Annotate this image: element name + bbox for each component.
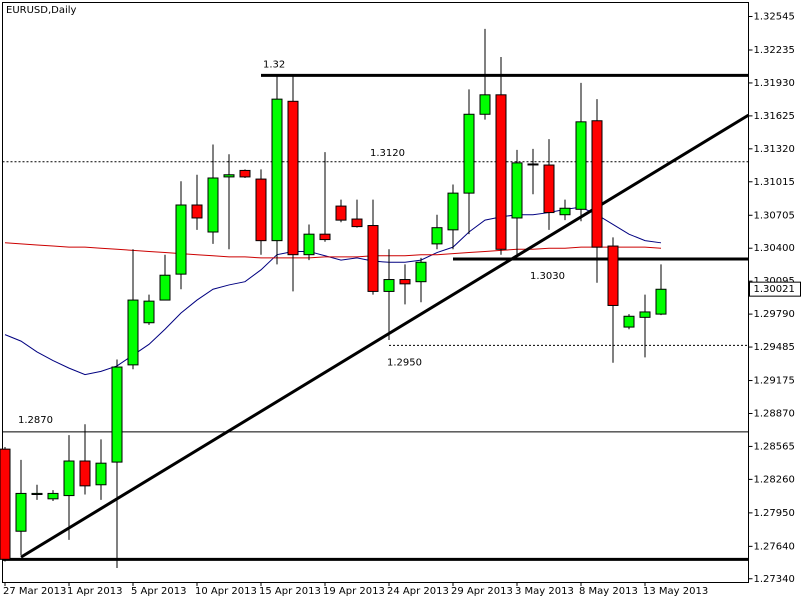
candle-body bbox=[303, 233, 315, 256]
chart-title: EURUSD,Daily bbox=[6, 5, 77, 16]
level-label: 1.2870 bbox=[18, 415, 53, 426]
x-tick-label: 1 Apr 2013 bbox=[67, 586, 122, 597]
last-price-box bbox=[749, 281, 801, 297]
candle-body bbox=[527, 163, 539, 166]
candle-body bbox=[111, 366, 123, 463]
y-tick-label: 1.29790 bbox=[754, 309, 795, 320]
y-tick-label: 1.32545 bbox=[754, 12, 795, 23]
y-tick-label: 1.28565 bbox=[754, 441, 795, 452]
y-tick-label: 1.32235 bbox=[754, 45, 795, 56]
candle-body bbox=[239, 169, 251, 178]
y-tick-label: 1.27340 bbox=[754, 574, 795, 585]
candle-body bbox=[575, 121, 587, 210]
moving-average bbox=[4, 242, 662, 259]
y-tick-label: 1.28260 bbox=[754, 474, 795, 485]
y-tick-label: 1.30400 bbox=[754, 243, 795, 254]
x-tick-label: 5 Apr 2013 bbox=[131, 586, 186, 597]
candle-body bbox=[399, 279, 411, 285]
y-tick-label: 1.27640 bbox=[754, 541, 795, 552]
x-tick-label: 27 Mar 2013 bbox=[3, 586, 66, 597]
candle-body bbox=[31, 492, 43, 496]
candle-body bbox=[495, 94, 507, 250]
candle-body bbox=[0, 448, 11, 560]
y-tick-label: 1.27950 bbox=[754, 508, 795, 519]
candle-body bbox=[319, 233, 331, 241]
level-label: 1.2950 bbox=[387, 357, 422, 368]
y-tick-label: 1.28870 bbox=[754, 408, 795, 419]
candle-body bbox=[159, 274, 171, 301]
candle-body bbox=[447, 192, 459, 231]
x-tick-label: 13 May 2013 bbox=[643, 586, 708, 597]
candle-body bbox=[607, 245, 619, 306]
candle-body bbox=[543, 164, 555, 214]
candle-body bbox=[287, 100, 299, 256]
candle-body bbox=[383, 279, 395, 292]
candle-body bbox=[175, 204, 187, 275]
candle-body bbox=[191, 204, 203, 219]
plot-frame bbox=[2, 2, 749, 583]
x-tick-label: 3 May 2013 bbox=[515, 586, 574, 597]
candle-body bbox=[335, 205, 347, 221]
candle-body bbox=[511, 162, 523, 219]
level-label: 1.3120 bbox=[370, 148, 405, 159]
candle-body bbox=[639, 311, 651, 318]
candle-body bbox=[127, 299, 139, 366]
candle-body bbox=[591, 120, 603, 248]
candle-body bbox=[223, 174, 235, 178]
x-tick-label: 8 May 2013 bbox=[579, 586, 638, 597]
candle-body bbox=[559, 207, 571, 216]
y-tick-label: 1.30705 bbox=[754, 210, 795, 221]
candle-body bbox=[207, 177, 219, 233]
level-label: 1.32 bbox=[263, 59, 285, 70]
candle-body bbox=[367, 225, 379, 292]
level-label: 1.3030 bbox=[530, 271, 565, 282]
candle-body bbox=[63, 460, 75, 497]
candle-body bbox=[351, 218, 363, 228]
x-tick-label: 10 Apr 2013 bbox=[195, 586, 257, 597]
candle-body bbox=[623, 315, 635, 328]
last-price: 1.30021 bbox=[754, 284, 795, 295]
y-tick-label: 1.31930 bbox=[754, 78, 795, 89]
candle-body bbox=[15, 492, 27, 532]
x-tick-label: 24 Apr 2013 bbox=[387, 586, 449, 597]
y-tick-label: 1.31015 bbox=[754, 177, 795, 188]
candle-body bbox=[655, 288, 667, 315]
trend-line bbox=[20, 113, 750, 559]
candle-body bbox=[95, 462, 107, 486]
y-tick-label: 1.29485 bbox=[754, 342, 795, 353]
x-tick-label: 19 Apr 2013 bbox=[323, 586, 385, 597]
y-tick-label: 1.31625 bbox=[754, 111, 795, 122]
candle-body bbox=[79, 460, 91, 487]
y-tick-label: 1.29175 bbox=[754, 376, 795, 387]
x-tick-label: 29 Apr 2013 bbox=[451, 586, 513, 597]
candle-body bbox=[479, 94, 491, 115]
candle-body bbox=[415, 261, 427, 283]
candle-body bbox=[47, 492, 59, 500]
y-tick-label: 1.31320 bbox=[754, 144, 795, 155]
candle-body bbox=[255, 178, 267, 242]
candle-body bbox=[271, 98, 283, 242]
candle-body bbox=[143, 300, 155, 324]
x-tick-label: 15 Apr 2013 bbox=[259, 586, 321, 597]
candle-body bbox=[431, 227, 443, 245]
candle-body bbox=[463, 113, 475, 194]
